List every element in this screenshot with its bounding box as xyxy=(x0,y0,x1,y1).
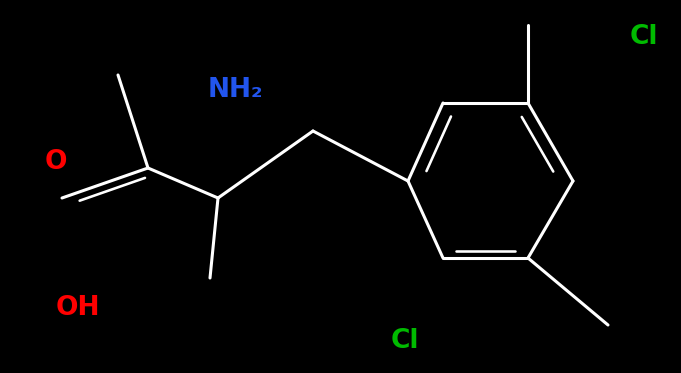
Text: NH₂: NH₂ xyxy=(208,76,263,103)
Text: Cl: Cl xyxy=(630,24,659,50)
Text: OH: OH xyxy=(56,295,101,321)
Text: O: O xyxy=(44,149,67,175)
Text: Cl: Cl xyxy=(391,328,419,354)
